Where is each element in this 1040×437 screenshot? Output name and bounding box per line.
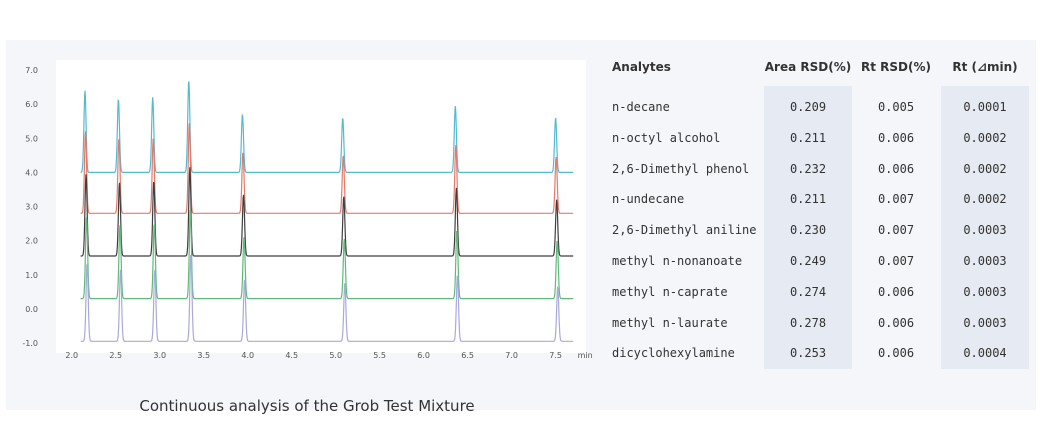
results-table: Analytes Area RSD(%) Rt RSD(%) Rt (⊿min)…: [606, 60, 1031, 380]
analyte-name: methyl n-laurate: [612, 315, 728, 330]
y-tick-label: 7.0: [25, 66, 38, 75]
analyte-name: 2,6-Dimethyl phenol: [612, 161, 750, 176]
y-tick-label: 6.0: [25, 100, 38, 109]
area-column-background: [764, 86, 852, 369]
analyte-name: n-decane: [612, 100, 670, 114]
area-rsd-value: 0.278: [789, 315, 827, 330]
rt-delta-value: 0.0001: [963, 100, 1007, 114]
x-tick-label: 2.5: [109, 351, 122, 360]
x-tick-label: 6.0: [417, 351, 430, 360]
area-rsd-value: 0.249: [789, 254, 827, 268]
rt-rsd-value: 0.007: [877, 223, 915, 238]
area-rsd-value: 0.211: [789, 130, 827, 145]
analyte-name: dicyclohexylamine: [612, 346, 735, 361]
rt-delta-value: 0.0002: [963, 192, 1007, 207]
rt-rsd-value: 0.006: [877, 315, 915, 330]
header-analytes: Analytes: [612, 60, 671, 74]
analyte-name: 2,6-Dimethyl aniline: [612, 223, 757, 238]
x-tick-label: 5.5: [373, 351, 386, 360]
area-rsd-value: 0.253: [789, 346, 827, 361]
area-rsd-value: 0.209: [789, 100, 827, 114]
analyte-name: n-undecane: [612, 192, 685, 207]
y-tick-label: 1.0: [25, 271, 38, 280]
x-tick-label: 4.5: [285, 351, 298, 360]
rt-delta-value: 0.0003: [963, 254, 1007, 268]
chromatogram-trace: [80, 210, 574, 300]
rt-rsd-value: 0.006: [877, 161, 915, 176]
x-tick-label: 5.0: [329, 351, 342, 360]
drt-column-background: [941, 86, 1029, 369]
area-rsd-value: 0.230: [789, 223, 827, 238]
rt-rsd-value: 0.005: [877, 100, 915, 114]
chromatogram-trace: [80, 123, 574, 214]
x-tick-label: 4.0: [241, 351, 254, 360]
y-tick-label: 3.0: [25, 203, 38, 212]
rt-delta-value: 0.0002: [963, 130, 1007, 145]
analyte-name: n-octyl alcohol: [612, 130, 721, 145]
x-tick-label: 7.0: [505, 351, 518, 360]
chromatogram-trace: [80, 254, 574, 342]
content-panel: -1.0 0.0 1.0 2.0 3.0 4.0 5.0 6.0 7.0 2.0 2.5 3.0 3.5…: [6, 40, 1036, 415]
x-unit-label: min: [578, 351, 593, 360]
x-tick-label: 7.5: [549, 351, 562, 360]
rt-delta-value: 0.0003: [963, 315, 1007, 330]
header-rt-delta: Rt (⊿min): [952, 60, 1018, 74]
chromatogram-trace: [80, 81, 574, 173]
y-tick-label: 5.0: [25, 134, 38, 143]
rt-rsd-value: 0.006: [877, 346, 915, 361]
rt-rsd-value: 0.007: [877, 254, 915, 268]
y-tick-label: -1.0: [22, 339, 38, 348]
chart-caption: Continuous analysis of the Grob Test Mix…: [139, 397, 475, 415]
rt-rsd-value: 0.006: [877, 284, 915, 299]
area-rsd-value: 0.232: [789, 161, 827, 176]
rt-delta-value: 0.0002: [963, 161, 1007, 176]
analyte-name: methyl n-caprate: [612, 284, 728, 299]
plot-background: [56, 60, 586, 353]
y-tick-label: 0.0: [25, 305, 38, 314]
chromatogram-chart: -1.0 0.0 1.0 2.0 3.0 4.0 5.0 6.0 7.0 2.0 2.5 3.0 3.5…: [18, 60, 596, 415]
rt-delta-value: 0.0004: [963, 346, 1007, 361]
rt-rsd-value: 0.007: [877, 192, 915, 207]
chromatogram-trace: [80, 167, 574, 257]
header-area-rsd: Area RSD(%): [764, 60, 852, 74]
rt-rsd-value: 0.006: [877, 130, 915, 145]
x-tick-label: 2.0: [65, 351, 78, 360]
y-tick-label: 4.0: [25, 168, 38, 177]
chromatogram-svg: -1.0 0.0 1.0 2.0 3.0 4.0 5.0 6.0 7.0 2.0 2.5 3.0 3.5…: [22, 60, 593, 360]
area-rsd-value: 0.274: [789, 284, 827, 299]
y-tick-label: 2.0: [25, 237, 38, 246]
area-rsd-value: 0.211: [789, 192, 827, 207]
rt-delta-value: 0.0003: [963, 284, 1007, 299]
x-tick-label: 6.5: [461, 351, 474, 360]
x-tick-label: 3.0: [153, 351, 166, 360]
analyte-name: methyl n-nonanoate: [612, 254, 743, 268]
header-rt-rsd: Rt RSD(%): [861, 60, 931, 74]
x-tick-label: 3.5: [197, 351, 210, 360]
rt-delta-value: 0.0003: [963, 223, 1007, 238]
